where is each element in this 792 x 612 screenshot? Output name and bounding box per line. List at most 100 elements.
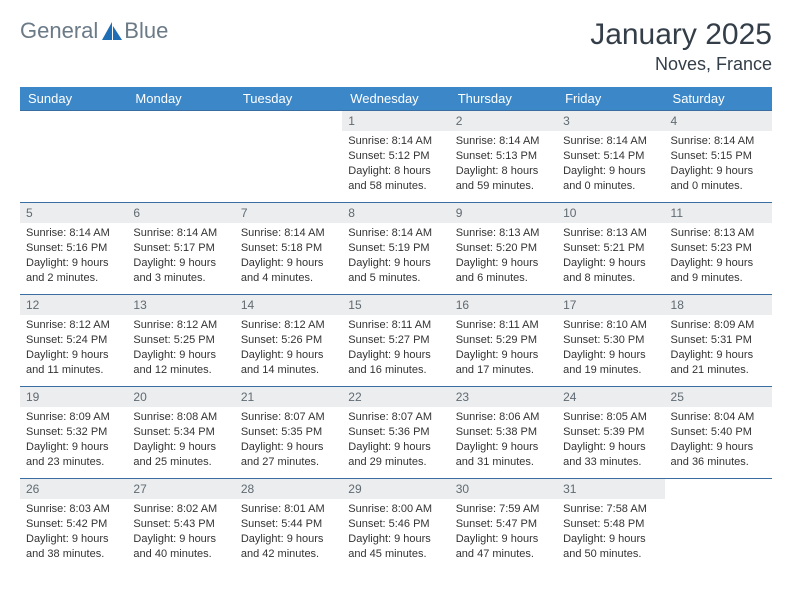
day-cell: 1Sunrise: 8:14 AMSunset: 5:12 PMDaylight… <box>342 111 449 203</box>
day-details: Sunrise: 8:14 AMSunset: 5:15 PMDaylight:… <box>665 131 772 197</box>
day-number: 4 <box>665 111 772 131</box>
day-cell: 11Sunrise: 8:13 AMSunset: 5:23 PMDayligh… <box>665 203 772 295</box>
day-details: Sunrise: 8:02 AMSunset: 5:43 PMDaylight:… <box>127 499 234 565</box>
day-details: Sunrise: 8:01 AMSunset: 5:44 PMDaylight:… <box>235 499 342 565</box>
day-cell: 8Sunrise: 8:14 AMSunset: 5:19 PMDaylight… <box>342 203 449 295</box>
day-cell: 28Sunrise: 8:01 AMSunset: 5:44 PMDayligh… <box>235 479 342 571</box>
weekday-header-row: SundayMondayTuesdayWednesdayThursdayFrid… <box>20 87 772 111</box>
day-details: Sunrise: 8:14 AMSunset: 5:16 PMDaylight:… <box>20 223 127 289</box>
day-number: 20 <box>127 387 234 407</box>
day-number: 31 <box>557 479 664 499</box>
day-number: 22 <box>342 387 449 407</box>
day-cell: 7Sunrise: 8:14 AMSunset: 5:18 PMDaylight… <box>235 203 342 295</box>
day-number: 16 <box>450 295 557 315</box>
day-details: Sunrise: 8:13 AMSunset: 5:23 PMDaylight:… <box>665 223 772 289</box>
day-details: Sunrise: 8:08 AMSunset: 5:34 PMDaylight:… <box>127 407 234 473</box>
day-number: 27 <box>127 479 234 499</box>
day-cell <box>235 111 342 203</box>
logo-sail-icon <box>100 20 124 42</box>
day-cell: 27Sunrise: 8:02 AMSunset: 5:43 PMDayligh… <box>127 479 234 571</box>
day-details: Sunrise: 8:12 AMSunset: 5:24 PMDaylight:… <box>20 315 127 381</box>
day-cell: 26Sunrise: 8:03 AMSunset: 5:42 PMDayligh… <box>20 479 127 571</box>
calendar-table: SundayMondayTuesdayWednesdayThursdayFrid… <box>20 87 772 571</box>
week-row: 12Sunrise: 8:12 AMSunset: 5:24 PMDayligh… <box>20 295 772 387</box>
week-row: 26Sunrise: 8:03 AMSunset: 5:42 PMDayligh… <box>20 479 772 571</box>
logo: General Blue <box>20 18 168 44</box>
day-number: 18 <box>665 295 772 315</box>
day-details: Sunrise: 8:03 AMSunset: 5:42 PMDaylight:… <box>20 499 127 565</box>
weekday-header: Friday <box>557 87 664 111</box>
weekday-header: Saturday <box>665 87 772 111</box>
day-cell: 18Sunrise: 8:09 AMSunset: 5:31 PMDayligh… <box>665 295 772 387</box>
calendar-page: General Blue January 2025 Noves, France … <box>0 0 792 612</box>
location: Noves, France <box>590 54 772 75</box>
title-block: January 2025 Noves, France <box>590 18 772 75</box>
day-cell: 9Sunrise: 8:13 AMSunset: 5:20 PMDaylight… <box>450 203 557 295</box>
day-details: Sunrise: 8:12 AMSunset: 5:25 PMDaylight:… <box>127 315 234 381</box>
day-number: 2 <box>450 111 557 131</box>
day-details: Sunrise: 8:14 AMSunset: 5:13 PMDaylight:… <box>450 131 557 197</box>
logo-text-2: Blue <box>124 18 168 44</box>
day-number: 6 <box>127 203 234 223</box>
week-row: 19Sunrise: 8:09 AMSunset: 5:32 PMDayligh… <box>20 387 772 479</box>
logo-text-1: General <box>20 18 98 44</box>
day-number: 14 <box>235 295 342 315</box>
day-details: Sunrise: 8:11 AMSunset: 5:27 PMDaylight:… <box>342 315 449 381</box>
day-number: 8 <box>342 203 449 223</box>
weekday-header: Thursday <box>450 87 557 111</box>
day-cell: 10Sunrise: 8:13 AMSunset: 5:21 PMDayligh… <box>557 203 664 295</box>
day-details: Sunrise: 8:07 AMSunset: 5:35 PMDaylight:… <box>235 407 342 473</box>
day-details: Sunrise: 8:13 AMSunset: 5:20 PMDaylight:… <box>450 223 557 289</box>
day-cell: 31Sunrise: 7:58 AMSunset: 5:48 PMDayligh… <box>557 479 664 571</box>
day-cell: 14Sunrise: 8:12 AMSunset: 5:26 PMDayligh… <box>235 295 342 387</box>
day-details: Sunrise: 7:59 AMSunset: 5:47 PMDaylight:… <box>450 499 557 565</box>
day-details: Sunrise: 8:13 AMSunset: 5:21 PMDaylight:… <box>557 223 664 289</box>
day-cell: 6Sunrise: 8:14 AMSunset: 5:17 PMDaylight… <box>127 203 234 295</box>
day-cell: 12Sunrise: 8:12 AMSunset: 5:24 PMDayligh… <box>20 295 127 387</box>
weekday-header: Sunday <box>20 87 127 111</box>
weekday-header: Tuesday <box>235 87 342 111</box>
day-details: Sunrise: 8:04 AMSunset: 5:40 PMDaylight:… <box>665 407 772 473</box>
day-details: Sunrise: 8:10 AMSunset: 5:30 PMDaylight:… <box>557 315 664 381</box>
day-details: Sunrise: 8:14 AMSunset: 5:19 PMDaylight:… <box>342 223 449 289</box>
day-number: 26 <box>20 479 127 499</box>
day-cell: 24Sunrise: 8:05 AMSunset: 5:39 PMDayligh… <box>557 387 664 479</box>
header: General Blue January 2025 Noves, France <box>20 18 772 75</box>
day-details: Sunrise: 8:14 AMSunset: 5:18 PMDaylight:… <box>235 223 342 289</box>
day-details: Sunrise: 8:14 AMSunset: 5:17 PMDaylight:… <box>127 223 234 289</box>
day-number: 12 <box>20 295 127 315</box>
day-cell: 19Sunrise: 8:09 AMSunset: 5:32 PMDayligh… <box>20 387 127 479</box>
day-cell <box>127 111 234 203</box>
day-cell: 21Sunrise: 8:07 AMSunset: 5:35 PMDayligh… <box>235 387 342 479</box>
day-details: Sunrise: 8:09 AMSunset: 5:32 PMDaylight:… <box>20 407 127 473</box>
day-cell: 16Sunrise: 8:11 AMSunset: 5:29 PMDayligh… <box>450 295 557 387</box>
day-details: Sunrise: 8:07 AMSunset: 5:36 PMDaylight:… <box>342 407 449 473</box>
day-cell: 4Sunrise: 8:14 AMSunset: 5:15 PMDaylight… <box>665 111 772 203</box>
day-cell: 29Sunrise: 8:00 AMSunset: 5:46 PMDayligh… <box>342 479 449 571</box>
page-title: January 2025 <box>590 18 772 52</box>
day-cell: 25Sunrise: 8:04 AMSunset: 5:40 PMDayligh… <box>665 387 772 479</box>
day-cell: 20Sunrise: 8:08 AMSunset: 5:34 PMDayligh… <box>127 387 234 479</box>
day-number: 25 <box>665 387 772 407</box>
day-number: 29 <box>342 479 449 499</box>
week-row: 1Sunrise: 8:14 AMSunset: 5:12 PMDaylight… <box>20 111 772 203</box>
day-details: Sunrise: 8:06 AMSunset: 5:38 PMDaylight:… <box>450 407 557 473</box>
day-number: 17 <box>557 295 664 315</box>
day-details: Sunrise: 8:05 AMSunset: 5:39 PMDaylight:… <box>557 407 664 473</box>
day-details: Sunrise: 8:09 AMSunset: 5:31 PMDaylight:… <box>665 315 772 381</box>
day-cell: 13Sunrise: 8:12 AMSunset: 5:25 PMDayligh… <box>127 295 234 387</box>
day-details: Sunrise: 8:14 AMSunset: 5:12 PMDaylight:… <box>342 131 449 197</box>
weekday-header: Monday <box>127 87 234 111</box>
day-cell <box>665 479 772 571</box>
day-number: 1 <box>342 111 449 131</box>
day-cell: 23Sunrise: 8:06 AMSunset: 5:38 PMDayligh… <box>450 387 557 479</box>
day-number: 21 <box>235 387 342 407</box>
day-number: 5 <box>20 203 127 223</box>
day-cell <box>20 111 127 203</box>
day-number: 15 <box>342 295 449 315</box>
day-number: 7 <box>235 203 342 223</box>
day-details: Sunrise: 7:58 AMSunset: 5:48 PMDaylight:… <box>557 499 664 565</box>
day-cell: 22Sunrise: 8:07 AMSunset: 5:36 PMDayligh… <box>342 387 449 479</box>
day-number: 10 <box>557 203 664 223</box>
day-cell: 3Sunrise: 8:14 AMSunset: 5:14 PMDaylight… <box>557 111 664 203</box>
